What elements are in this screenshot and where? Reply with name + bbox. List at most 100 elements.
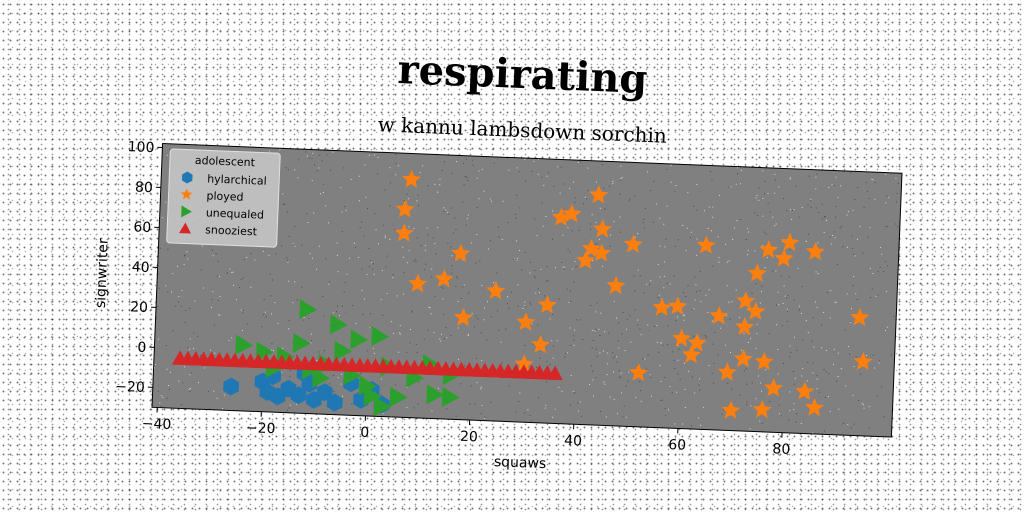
noise-dot bbox=[333, 374, 335, 376]
noise-dot bbox=[529, 414, 531, 416]
noise-dot bbox=[740, 169, 742, 171]
noise-dot bbox=[277, 322, 279, 324]
noise-dot bbox=[473, 326, 475, 328]
noise-dot bbox=[659, 276, 661, 278]
noise-dot bbox=[497, 226, 499, 228]
noise-dot bbox=[778, 404, 780, 406]
noise-dot bbox=[524, 412, 526, 414]
noise-dot bbox=[239, 287, 241, 289]
noise-dot bbox=[731, 301, 733, 303]
noise-dot bbox=[382, 412, 384, 414]
noise-dot bbox=[582, 339, 584, 341]
noise-dot bbox=[547, 172, 549, 174]
noise-dot bbox=[530, 261, 532, 263]
noise-dot bbox=[664, 415, 666, 417]
noise-dot bbox=[825, 371, 827, 373]
noise-dot bbox=[579, 161, 582, 163]
noise-dot bbox=[676, 316, 678, 318]
noise-dot bbox=[445, 327, 447, 329]
noise-dot bbox=[872, 273, 874, 275]
noise-dot bbox=[779, 413, 781, 415]
data-point bbox=[696, 235, 716, 254]
noise-dot bbox=[451, 272, 453, 274]
noise-dot bbox=[705, 294, 707, 296]
noise-dot bbox=[395, 174, 397, 176]
data-point bbox=[453, 307, 473, 327]
noise-dot bbox=[305, 151, 307, 153]
noise-dot bbox=[210, 307, 212, 309]
noise-dot bbox=[793, 383, 795, 385]
noise-dot bbox=[362, 313, 364, 316]
noise-dot bbox=[664, 407, 666, 409]
noise-dot bbox=[801, 207, 803, 209]
noise-dot bbox=[207, 390, 209, 392]
noise-dot bbox=[667, 409, 670, 411]
noise-dot bbox=[813, 346, 815, 348]
noise-dot bbox=[443, 337, 445, 340]
noise-dot bbox=[419, 172, 421, 174]
noise-dot bbox=[478, 198, 480, 200]
noise-dot bbox=[361, 268, 363, 270]
noise-dot bbox=[812, 432, 814, 434]
noise-dot bbox=[427, 329, 429, 331]
noise-dot bbox=[660, 341, 662, 343]
legend-label: hylarchical bbox=[207, 172, 267, 187]
noise-dot bbox=[571, 230, 573, 232]
noise-dot bbox=[269, 273, 271, 275]
noise-dot bbox=[696, 254, 698, 256]
noise-dot bbox=[543, 184, 545, 186]
noise-dot bbox=[560, 166, 562, 168]
data-point bbox=[371, 326, 390, 347]
noise-dot bbox=[612, 183, 614, 185]
noise-dot bbox=[530, 420, 532, 422]
noise-dot bbox=[575, 266, 577, 268]
noise-dot bbox=[568, 301, 570, 303]
noise-dot bbox=[700, 301, 702, 303]
noise-dot bbox=[842, 246, 844, 248]
noise-dot bbox=[711, 372, 713, 375]
noise-dot bbox=[816, 388, 818, 390]
noise-dot bbox=[592, 260, 594, 262]
noise-dot bbox=[639, 381, 641, 383]
noise-dot bbox=[782, 197, 785, 200]
noise-dot bbox=[439, 338, 441, 340]
noise-dot bbox=[832, 234, 834, 237]
noise-dot bbox=[574, 201, 576, 203]
noise-dot bbox=[775, 270, 777, 272]
noise-dot bbox=[303, 316, 305, 318]
noise-dot bbox=[377, 156, 379, 158]
noise-dot bbox=[769, 400, 771, 403]
noise-dot bbox=[687, 370, 689, 372]
noise-dot bbox=[693, 308, 695, 310]
noise-dot bbox=[696, 209, 698, 211]
noise-dot bbox=[250, 252, 252, 254]
noise-dot bbox=[828, 373, 830, 375]
noise-dot bbox=[445, 209, 447, 211]
noise-dot bbox=[352, 305, 354, 307]
noise-dot bbox=[515, 411, 517, 413]
noise-dot bbox=[800, 312, 803, 315]
noise-dot bbox=[625, 416, 627, 418]
noise-dot bbox=[165, 201, 167, 203]
noise-dot bbox=[717, 354, 719, 356]
data-point bbox=[717, 362, 737, 381]
noise-dot bbox=[286, 211, 288, 213]
noise-dot bbox=[344, 282, 346, 284]
noise-dot bbox=[313, 212, 315, 214]
noise-dot bbox=[399, 325, 401, 327]
noise-dot bbox=[717, 236, 719, 238]
noise-dot bbox=[599, 411, 601, 413]
noise-dot bbox=[699, 378, 701, 380]
noise-dot bbox=[844, 329, 846, 331]
noise-dot bbox=[552, 416, 554, 418]
noise-dot bbox=[841, 225, 843, 227]
x-tick-label: 20 bbox=[460, 429, 478, 446]
noise-dot bbox=[693, 205, 695, 207]
noise-dot bbox=[361, 221, 363, 223]
data-point bbox=[373, 396, 392, 417]
noise-dot bbox=[816, 375, 818, 377]
noise-dot bbox=[294, 225, 296, 228]
noise-dot bbox=[704, 335, 706, 337]
noise-dot bbox=[418, 381, 420, 383]
noise-dot bbox=[838, 408, 840, 410]
